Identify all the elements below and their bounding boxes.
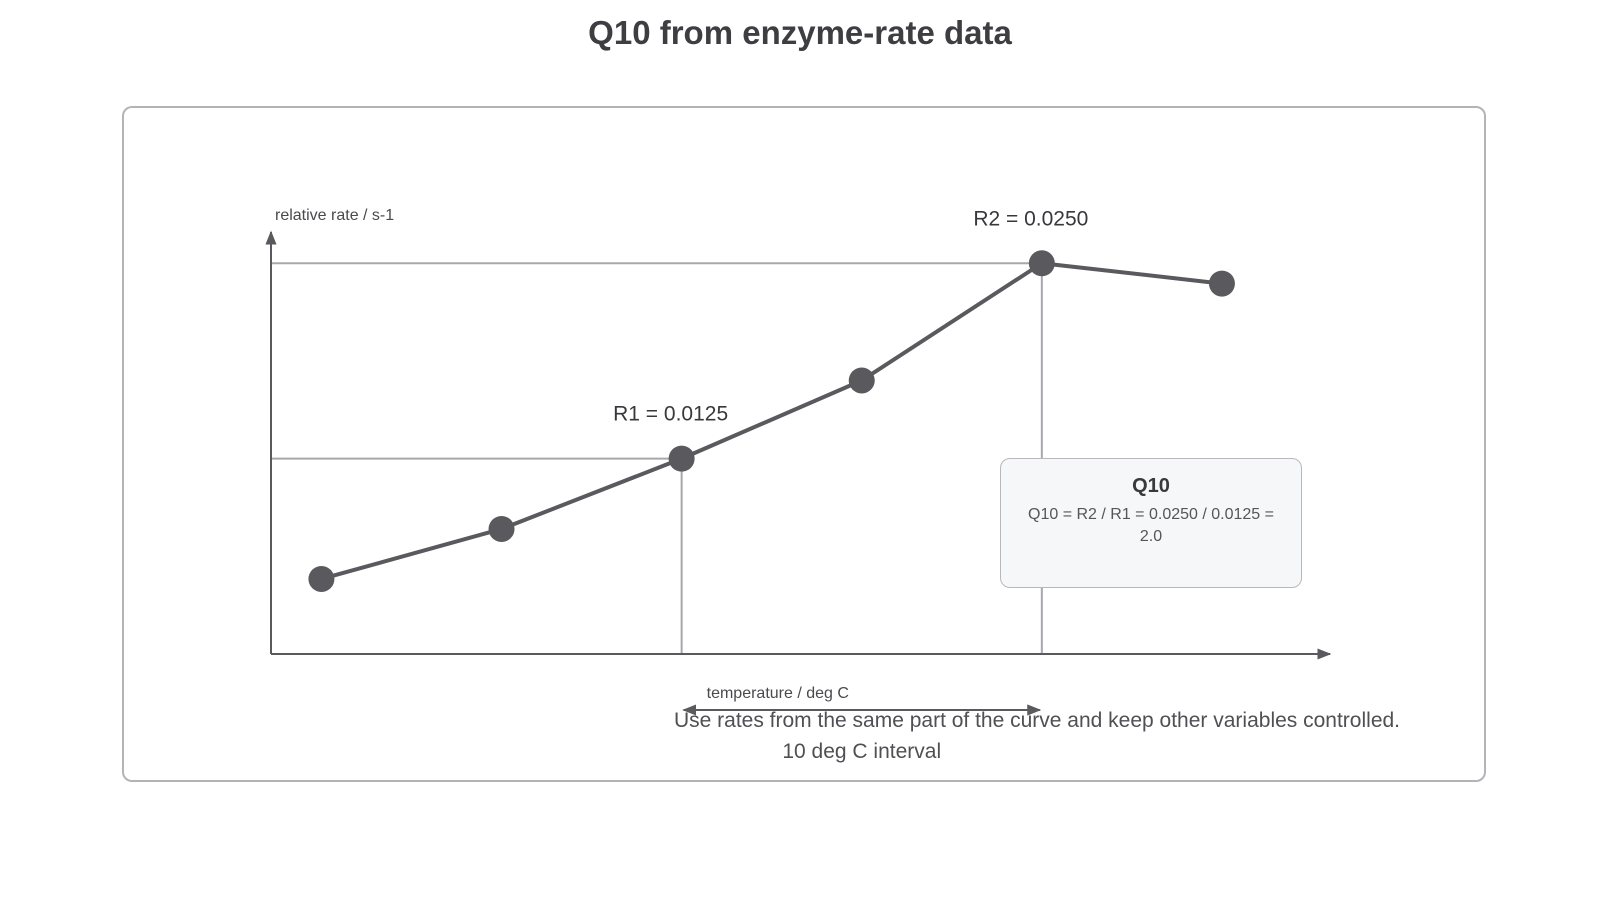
guide-lines [271,262,1043,654]
q10-callout-text: Q10 = R2 / R1 = 0.0250 / 0.0125 = 2.0 [1028,506,1274,545]
chart-frame [122,106,1486,782]
series-segment-2 [499,456,684,531]
series-segment-3 [679,378,864,461]
x-axis-label: temperature / deg C [707,685,849,702]
r1-label: R1 = 0.0125 [613,403,728,426]
data-point-4 [848,367,875,394]
chart-title: Q10 from enzyme-rate data [588,14,1012,51]
interval-label: 10 deg C interval [782,740,941,763]
series-segment-5 [1039,261,1224,286]
q10-callout: Q10 Q10 = R2 / R1 = 0.0250 / 0.0125 = 2.… [1000,458,1302,588]
data-point-2 [488,515,515,542]
data-point-6 [1208,270,1235,297]
q10-callout-title: Q10 [1132,475,1170,497]
series-segment-4 [859,261,1044,383]
data-points-group [308,250,1235,592]
data-point-3 [668,445,695,472]
y-axis-label: relative rate / s-1 [275,207,394,224]
data-point-1 [308,565,335,592]
r2-label: R2 = 0.0250 [973,207,1088,230]
note-text: Use rates from the same part of the curv… [674,709,1400,732]
series-line-group [319,261,1224,581]
data-point-5 [1028,250,1055,277]
series-segment-1 [319,526,504,581]
